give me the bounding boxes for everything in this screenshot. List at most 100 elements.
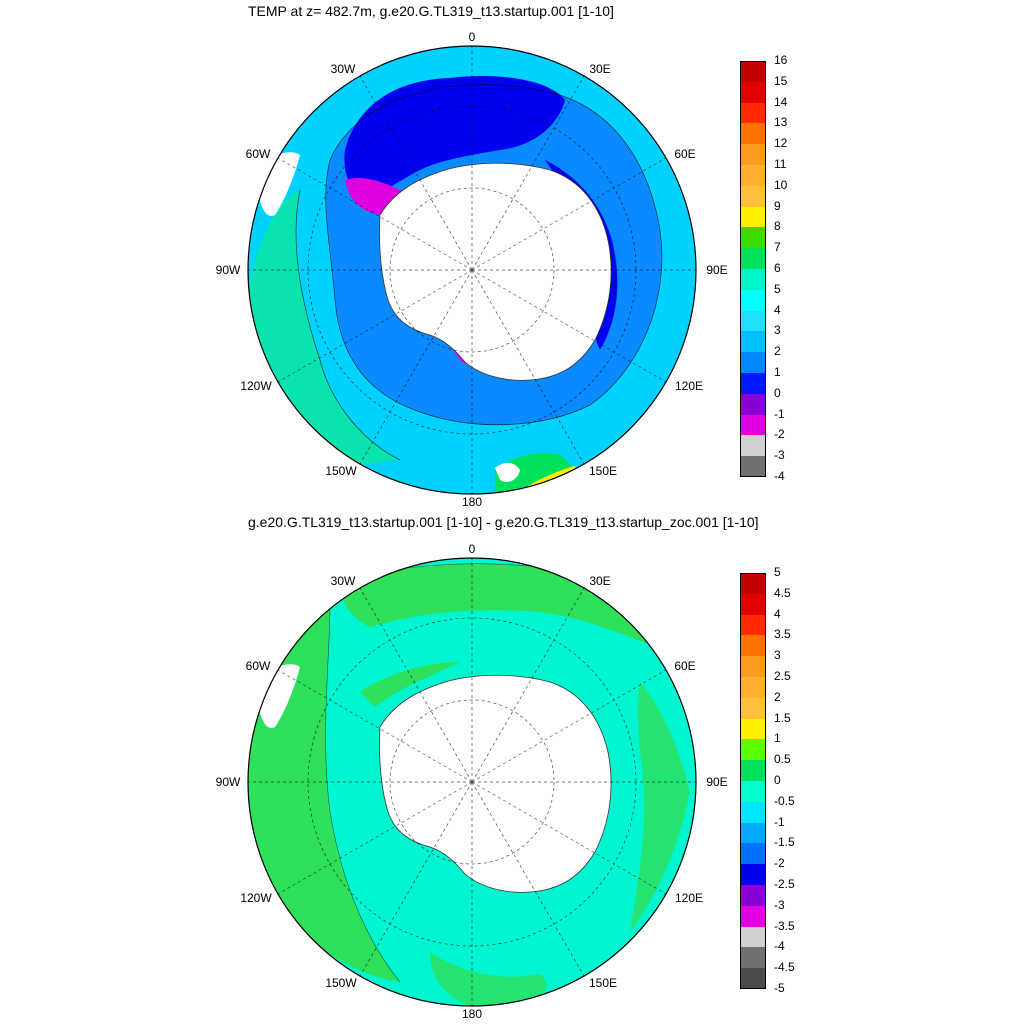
lon-label-30e: 30E <box>589 574 610 588</box>
colorbar-box <box>740 165 766 186</box>
colorbar-label: 3.5 <box>774 627 791 642</box>
colorbar-label: -3 <box>774 448 785 463</box>
coastline <box>379 674 612 893</box>
colorbar-label: -0.5 <box>774 793 795 808</box>
lon-label-180: 180 <box>462 495 482 509</box>
colorbar-box <box>740 697 766 719</box>
coastline <box>379 162 612 381</box>
colorbar-box <box>740 102 766 124</box>
colorbar-label: -4 <box>774 469 785 483</box>
colorbar-box <box>740 822 766 844</box>
colorbar-box <box>740 373 766 394</box>
lon-label-90w: 90W <box>216 775 241 789</box>
antarctica-land <box>379 675 612 893</box>
colorbar-box <box>740 352 766 373</box>
lon-label-120e: 120E <box>675 891 703 905</box>
colorbar-label: 1.5 <box>774 710 791 725</box>
lon-label-120w: 120W <box>240 891 272 905</box>
green-coastal-strip <box>360 662 460 707</box>
colorbar-label: 5 <box>774 281 781 296</box>
green-south-patches <box>430 952 547 1006</box>
colorbar-label: 9 <box>774 198 781 213</box>
colorbar-label: 2 <box>774 689 781 704</box>
colorbar-box <box>740 905 766 927</box>
colorbar-box <box>740 718 766 740</box>
colorbar-label: 7 <box>774 240 781 255</box>
lon-label-30w: 30W <box>331 574 356 588</box>
colorbar-label: 3 <box>774 648 781 663</box>
colorbar-box <box>740 926 766 948</box>
colorbar-box <box>740 614 766 636</box>
longitude-labels: 0 30E 60E 90E 120E 150E 180 150W 120W 90… <box>216 30 728 509</box>
lon-label-60w: 60W <box>246 659 271 673</box>
colorbar-box <box>740 185 766 207</box>
lon-label-150w: 150W <box>325 464 357 478</box>
difference-polar-map: 0 30E 60E 90E 120E 150E 180 150W 120W 90… <box>216 542 728 1021</box>
colorbar-label: -2.5 <box>774 877 795 891</box>
colorbar-label: 1 <box>774 365 781 379</box>
graticule <box>248 558 696 1006</box>
lon-label-180: 180 <box>462 1007 482 1021</box>
colorbar-box <box>740 123 766 145</box>
colorbar-label: 8 <box>774 219 781 234</box>
antarctica-land <box>379 163 612 381</box>
colorbar-label: -2 <box>774 427 785 442</box>
contour-lines <box>295 84 663 461</box>
colorbar-label: 15 <box>774 73 788 88</box>
colorbar-box <box>740 61 766 82</box>
colorbar-box <box>740 864 766 885</box>
graticule <box>248 46 696 494</box>
lon-label-0: 0 <box>469 30 476 44</box>
lon-label-0: 0 <box>469 542 476 556</box>
colorbar-box <box>740 760 766 781</box>
lon-label-150e: 150E <box>589 464 617 478</box>
colorbar-box <box>740 310 766 332</box>
lon-label-150w: 150W <box>325 976 357 990</box>
colorbar-label: 0 <box>774 385 781 400</box>
colorbar-label: 11 <box>774 157 787 171</box>
lon-label-30e: 30E <box>589 62 610 76</box>
lon-label-60e: 60E <box>674 659 695 673</box>
panel2-title: g.e20.G.TL319_t13.startup.001 [1-10] - g… <box>248 514 759 530</box>
colorbar-box <box>740 144 766 165</box>
lon-label-90e: 90E <box>706 263 727 277</box>
colorbar-frame <box>740 61 766 477</box>
colorbar-box <box>740 843 766 865</box>
colorbar-box <box>740 593 766 615</box>
lon-label-90e: 90E <box>706 775 727 789</box>
lon-label-120w: 120W <box>240 379 272 393</box>
colorbar-box <box>740 947 766 969</box>
lon-label-90w: 90W <box>216 263 241 277</box>
colorbar-box <box>740 739 766 761</box>
new-zealand-land <box>495 462 520 482</box>
lon-label-120e: 120E <box>675 379 703 393</box>
colorbar-label: -4 <box>774 939 785 954</box>
colorbar-label: 0 <box>774 773 781 787</box>
colorbar-label: -3 <box>774 897 785 912</box>
colorbar-box <box>740 635 766 657</box>
lon-label-150e: 150E <box>589 976 617 990</box>
colorbar-label: -1 <box>774 814 785 829</box>
temperature-polar-map: 0 30E 60E 90E 120E 150E 180 150W 120W 90… <box>216 30 728 509</box>
colorbar-label: 2 <box>774 344 781 359</box>
colorbar-box <box>740 289 766 311</box>
colorbar-box <box>740 656 766 677</box>
colorbar-label: 13 <box>774 115 788 130</box>
colorbar-label: -3.5 <box>774 918 795 933</box>
colorbar-label: 14 <box>774 94 788 109</box>
lon-label-60e: 60E <box>674 147 695 161</box>
colorbar-box <box>740 456 766 477</box>
colorbar-box <box>740 801 766 823</box>
panel1-title: TEMP at z= 482.7m, g.e20.G.TL319_t13.sta… <box>248 3 614 19</box>
colorbar-label: -2 <box>774 856 785 871</box>
colorbar-label: -4.5 <box>774 960 795 975</box>
colorbar-label: 10 <box>774 177 788 192</box>
colorbar-label: 5 <box>774 565 781 579</box>
colorbar-box <box>740 968 766 989</box>
colorbar-box <box>740 248 766 269</box>
colorbar-label: 12 <box>774 136 788 151</box>
colorbar-label: -5 <box>774 981 785 995</box>
green-east-patches <box>630 682 690 932</box>
colorbar-box <box>740 573 766 594</box>
colorbar-label: 3 <box>774 323 781 338</box>
